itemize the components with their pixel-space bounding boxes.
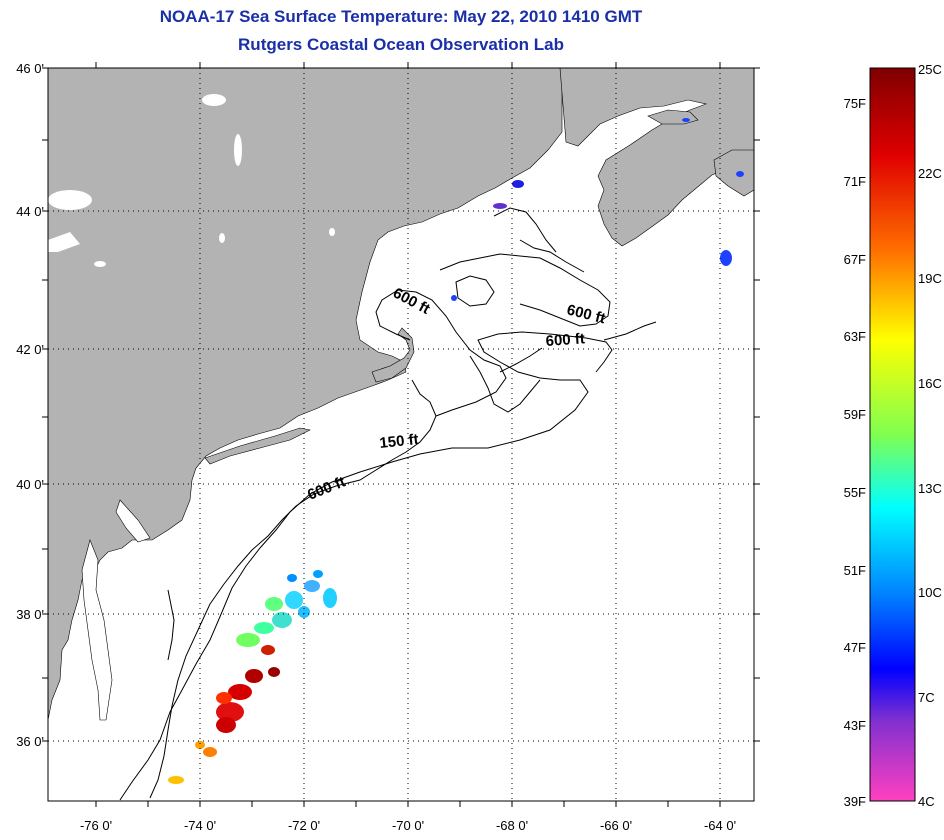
- bathymetry-contours: [119, 207, 657, 801]
- celsius-label: 4C: [918, 794, 935, 809]
- lon-label: -74 0': [184, 818, 216, 833]
- fahrenheit-label: 71F: [844, 174, 866, 189]
- map-subtitle: Rutgers Coastal Ocean Observation Lab: [238, 35, 564, 54]
- sst-data-patches: [168, 118, 744, 784]
- temperature-colorbar: [869, 67, 916, 802]
- colorbar-celsius-labels: 25C 22C 19C 16C 13C 10C 7C 4C: [918, 62, 942, 809]
- lake: [202, 94, 226, 106]
- fahrenheit-label: 51F: [844, 563, 866, 578]
- fahrenheit-label: 39F: [844, 794, 866, 809]
- contour-labels: 600 ft 600 ft 600 ft 150 ft 600 ft: [305, 285, 607, 504]
- longitude-labels: -76 0' -74 0' -72 0' -70 0' -68 0' -66 0…: [80, 818, 736, 833]
- fahrenheit-label: 75F: [844, 96, 866, 111]
- cape-cod: [371, 327, 415, 383]
- lon-label: -76 0': [80, 818, 112, 833]
- celsius-label: 16C: [918, 376, 942, 391]
- map-title: NOAA-17 Sea Surface Temperature: May 22,…: [159, 7, 643, 26]
- celsius-label: 13C: [918, 481, 942, 496]
- latitude-labels: 46 0' 44 0' 42 0' 40 0' 38 0' 36 0': [16, 61, 44, 749]
- celsius-label: 7C: [918, 690, 935, 705]
- gulf-st-lawrence-lake: [48, 232, 80, 252]
- delaware-bay: [115, 499, 151, 543]
- colorbar-fahrenheit-labels: 75F 71F 67F 63F 59F 55F 51F 47F 43F 39F: [844, 96, 866, 809]
- fahrenheit-label: 67F: [844, 252, 866, 267]
- contour-label-150ft: 150 ft: [379, 431, 420, 452]
- cape-breton: [713, 149, 754, 197]
- long-island: [204, 427, 311, 465]
- lat-label: 46 0': [16, 61, 44, 76]
- lat-label: 38 0': [16, 607, 44, 622]
- axis-ticks: [42, 62, 760, 807]
- fahrenheit-label: 55F: [844, 485, 866, 500]
- fahrenheit-label: 63F: [844, 329, 866, 344]
- lake: [234, 134, 242, 166]
- lat-label: 40 0': [16, 477, 44, 492]
- fahrenheit-label: 59F: [844, 407, 866, 422]
- lake: [329, 228, 335, 236]
- celsius-label: 19C: [918, 271, 942, 286]
- chesapeake-bay: [81, 539, 113, 721]
- fahrenheit-label: 47F: [844, 640, 866, 655]
- celsius-label: 25C: [918, 62, 942, 77]
- lon-label: -66 0': [600, 818, 632, 833]
- lat-label: 42 0': [16, 342, 44, 357]
- lake: [219, 233, 225, 243]
- celsius-label: 22C: [918, 166, 942, 181]
- contour-label-600ft: 600 ft: [545, 330, 585, 350]
- lat-label: 36 0': [16, 734, 44, 749]
- nova-scotia-landmass: [559, 68, 754, 247]
- lon-label: -68 0': [496, 818, 528, 833]
- lake: [48, 190, 92, 210]
- lake: [94, 261, 106, 267]
- map-frame: [47, 67, 755, 802]
- lon-label: -64 0': [704, 818, 736, 833]
- graticule: [48, 68, 754, 801]
- celsius-label: 10C: [918, 585, 942, 600]
- lon-label: -70 0': [392, 818, 424, 833]
- lat-label: 44 0': [16, 204, 44, 219]
- fahrenheit-label: 43F: [844, 718, 866, 733]
- lon-label: -72 0': [288, 818, 320, 833]
